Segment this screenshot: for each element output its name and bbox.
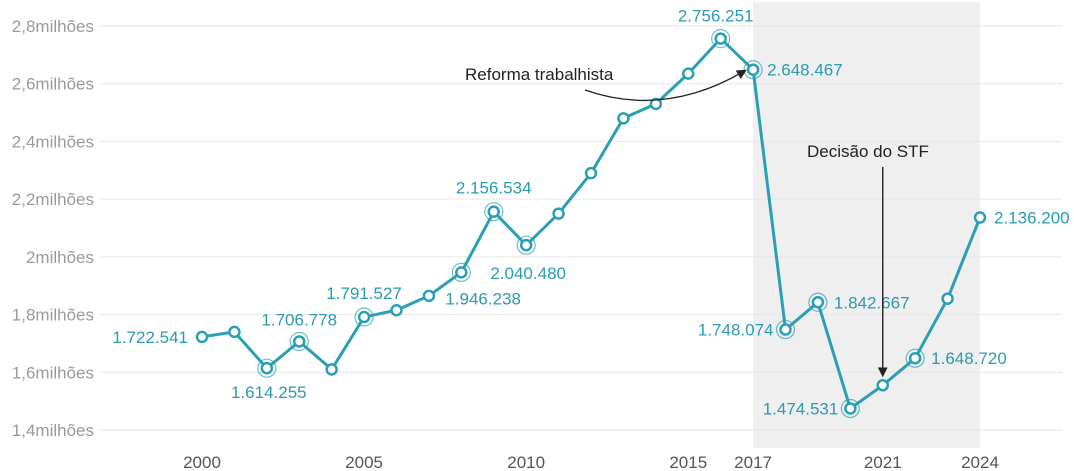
data-point-halo	[840, 398, 860, 419]
data-label: 1.748.074	[698, 321, 774, 340]
data-point	[552, 207, 565, 220]
highlighted-data-point	[484, 202, 504, 222]
data-point-marker	[617, 112, 630, 125]
data-point	[584, 166, 598, 180]
data-label: 2.648.467	[767, 61, 843, 80]
y-tick-label: 1,8milhões	[12, 306, 94, 325]
x-tick-label: 2021	[864, 453, 902, 471]
annotation-arrow	[584, 69, 747, 102]
data-point-halo	[775, 319, 796, 340]
data-point	[876, 379, 889, 392]
data-point-marker	[584, 166, 598, 180]
data-point-marker	[260, 361, 274, 375]
annotation-reforma-trabalhista: Reforma trabalhista	[465, 65, 614, 84]
y-tick-label: 2,6milhões	[12, 75, 94, 94]
data-point	[617, 112, 630, 125]
data-point-marker	[973, 211, 987, 224]
data-point-halo	[257, 358, 277, 378]
data-label: 1.791.527	[326, 284, 402, 303]
highlighted-data-point	[905, 348, 925, 368]
data-label: 1.648.720	[931, 349, 1007, 368]
data-point-marker	[455, 266, 468, 279]
x-tick-label: 2010	[507, 453, 545, 471]
y-tick-label: 2,8milhões	[12, 17, 94, 36]
x-tick-label: 2005	[345, 453, 383, 471]
data-point-marker	[422, 289, 436, 303]
data-point	[422, 289, 436, 303]
data-point-marker	[357, 310, 371, 324]
highlighted-data-point	[451, 262, 471, 282]
x-tick-label: 2000	[183, 453, 221, 471]
data-label: 1.842.667	[834, 293, 910, 312]
data-point-marker	[876, 379, 889, 392]
data-point-halo	[516, 235, 536, 255]
data-point-halo	[808, 292, 828, 312]
data-point-halo	[711, 29, 731, 49]
data-point-marker	[746, 63, 760, 76]
data-point-marker	[228, 325, 241, 339]
data-point-marker	[649, 97, 663, 111]
highlighted-data-point	[257, 358, 277, 378]
data-label: 1.946.238	[445, 289, 521, 308]
data-point-marker	[714, 32, 727, 45]
data-label: 2.756.251	[678, 7, 754, 26]
y-tick-label: 2,4milhões	[12, 132, 94, 151]
data-label: 1.722.541	[112, 328, 188, 347]
shaded-period	[753, 2, 980, 448]
data-point	[325, 363, 338, 376]
data-point	[195, 330, 209, 344]
highlighted-data-point	[775, 319, 796, 340]
highlighted-data-point	[840, 398, 860, 419]
annotation-decisao-stf: Decisão do STF	[807, 142, 929, 161]
data-label: 1.474.531	[763, 399, 839, 418]
data-point-marker	[941, 292, 954, 305]
data-label: 2.136.200	[994, 209, 1070, 228]
data-point	[390, 303, 403, 317]
data-point	[941, 292, 954, 305]
y-tick-label: 2,2milhões	[12, 190, 94, 209]
x-tick-label: 2024	[961, 453, 999, 471]
data-point	[973, 211, 987, 224]
data-point-marker	[293, 335, 306, 348]
data-point-marker	[487, 205, 500, 218]
y-tick-label: 2milhões	[26, 248, 94, 267]
data-point	[649, 97, 663, 111]
data-point-marker	[779, 323, 792, 336]
highlighted-data-point	[808, 292, 828, 312]
x-tick-label: 2015	[669, 453, 707, 471]
highlighted-data-point	[354, 307, 374, 327]
data-point-halo	[354, 307, 374, 327]
y-tick-label: 1,4milhões	[12, 421, 94, 440]
data-label: 2.040.480	[490, 264, 566, 283]
data-point-halo	[905, 348, 925, 368]
data-point-halo	[289, 331, 309, 352]
data-point-marker	[195, 330, 209, 344]
highlighted-data-point	[711, 29, 731, 49]
data-point-halo	[451, 262, 471, 282]
data-point	[228, 325, 241, 339]
y-tick-label: 1,6milhões	[12, 363, 94, 382]
data-label: 1.706.778	[261, 310, 337, 329]
x-tick-label: 2017	[734, 453, 772, 471]
data-point-marker	[682, 67, 695, 80]
data-point-marker	[325, 363, 338, 376]
highlighted-data-point	[516, 235, 536, 255]
data-point-halo	[484, 202, 504, 222]
data-label: 1.614.255	[231, 383, 307, 402]
data-point-marker	[519, 238, 533, 252]
data-label: 2.156.534	[456, 179, 532, 198]
data-point-marker	[844, 402, 857, 415]
highlighted-data-point	[289, 331, 309, 352]
data-point	[682, 67, 695, 80]
data-point-marker	[811, 296, 825, 309]
data-point-marker	[552, 207, 565, 220]
data-point-marker	[390, 303, 403, 317]
data-point-marker	[908, 351, 922, 365]
